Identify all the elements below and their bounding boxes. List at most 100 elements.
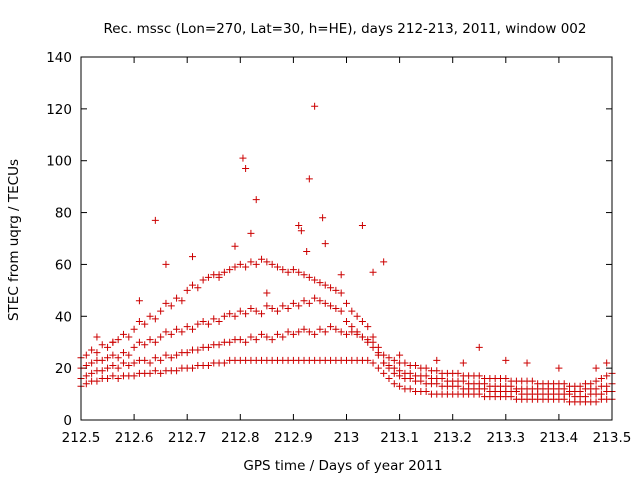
- data-point: [332, 286, 340, 294]
- data-point: [273, 330, 281, 338]
- data-point: [364, 356, 372, 364]
- data-point: [332, 325, 340, 333]
- data-point: [82, 372, 90, 380]
- data-point: [597, 390, 605, 398]
- data-point: [146, 359, 154, 367]
- data-point: [348, 307, 356, 315]
- data-point: [141, 356, 149, 364]
- data-point: [242, 164, 250, 172]
- data-point: [406, 369, 414, 377]
- data-point: [327, 302, 335, 310]
- data-point: [189, 281, 197, 289]
- data-point: [433, 367, 441, 375]
- data-point: [157, 333, 165, 341]
- data-point: [204, 362, 212, 370]
- data-point: [603, 359, 611, 367]
- data-point: [98, 356, 106, 364]
- y-axis-title: STEC from uqrg / TECUs: [6, 159, 22, 321]
- data-point: [104, 375, 112, 383]
- y-tick-label: 120: [46, 102, 72, 118]
- data-point: [337, 271, 345, 279]
- data-point: [321, 299, 329, 307]
- data-point: [98, 341, 106, 349]
- data-point: [263, 289, 271, 297]
- data-point: [305, 175, 313, 183]
- data-point: [268, 336, 276, 344]
- x-tick-label: 212.7: [168, 430, 207, 446]
- data-point: [475, 372, 483, 380]
- data-point: [157, 307, 165, 315]
- data-point: [459, 359, 467, 367]
- data-point: [273, 263, 281, 271]
- data-point: [319, 214, 327, 222]
- data-point: [353, 312, 361, 320]
- data-point: [337, 289, 345, 297]
- data-point: [555, 364, 563, 372]
- data-point: [380, 359, 388, 367]
- data-point: [247, 333, 255, 341]
- x-tick-label: 212.6: [115, 430, 154, 446]
- data-point: [268, 305, 276, 313]
- data-point: [258, 255, 266, 263]
- data-point: [422, 372, 430, 380]
- data-point: [242, 263, 250, 271]
- data-point: [587, 380, 595, 388]
- data-point: [82, 362, 90, 370]
- data-point: [82, 351, 90, 359]
- data-point: [173, 367, 181, 375]
- data-point: [231, 312, 239, 320]
- data-point: [390, 380, 398, 388]
- data-point: [252, 336, 260, 344]
- data-point: [204, 273, 212, 281]
- data-point: [327, 323, 335, 331]
- data-point: [130, 343, 138, 351]
- data-point: [82, 380, 90, 388]
- data-point: [178, 328, 186, 336]
- data-point: [332, 305, 340, 313]
- data-point: [321, 240, 329, 248]
- data-point: [189, 325, 197, 333]
- data-point: [199, 317, 207, 325]
- x-tick-label: 213.1: [380, 430, 419, 446]
- data-point: [396, 351, 404, 359]
- data-point: [104, 354, 112, 362]
- y-tick-label: 100: [46, 154, 72, 170]
- data-point: [135, 317, 143, 325]
- data-point: [194, 284, 202, 292]
- data-point: [380, 258, 388, 266]
- data-point: [151, 315, 159, 323]
- data-point: [247, 229, 255, 237]
- data-point: [364, 338, 372, 346]
- data-point: [311, 276, 319, 284]
- x-tick-label: 212.9: [274, 430, 313, 446]
- data-point: [151, 216, 159, 224]
- data-point: [390, 364, 398, 372]
- data-point: [390, 356, 398, 364]
- data-point: [603, 372, 611, 380]
- data-point: [204, 320, 212, 328]
- y-tick-label: 80: [55, 206, 72, 222]
- data-point: [125, 351, 133, 359]
- data-point: [173, 351, 181, 359]
- data-point: [284, 305, 292, 313]
- data-point: [135, 297, 143, 305]
- data-point: [353, 328, 361, 336]
- data-point: [422, 364, 430, 372]
- y-tick-label: 60: [55, 257, 72, 273]
- data-point: [268, 260, 276, 268]
- chart-title: Rec. mssc (Lon=270, Lat=30, h=HE), days …: [104, 21, 587, 37]
- data-point: [523, 359, 531, 367]
- x-tick-label: 213: [334, 430, 360, 446]
- data-point: [146, 369, 154, 377]
- data-point: [433, 356, 441, 364]
- data-point: [157, 369, 165, 377]
- data-point: [167, 330, 175, 338]
- data-point: [252, 307, 260, 315]
- data-point: [114, 354, 122, 362]
- data-point: [167, 302, 175, 310]
- axis-tick-labels: 212.5 212.6 212.7 212.8 212.9 213 213.1 213.2 21…: [46, 50, 631, 446]
- x-tick-label: 213.5: [593, 430, 632, 446]
- data-point: [295, 328, 303, 336]
- data-point: [247, 305, 255, 313]
- data-point: [183, 286, 191, 294]
